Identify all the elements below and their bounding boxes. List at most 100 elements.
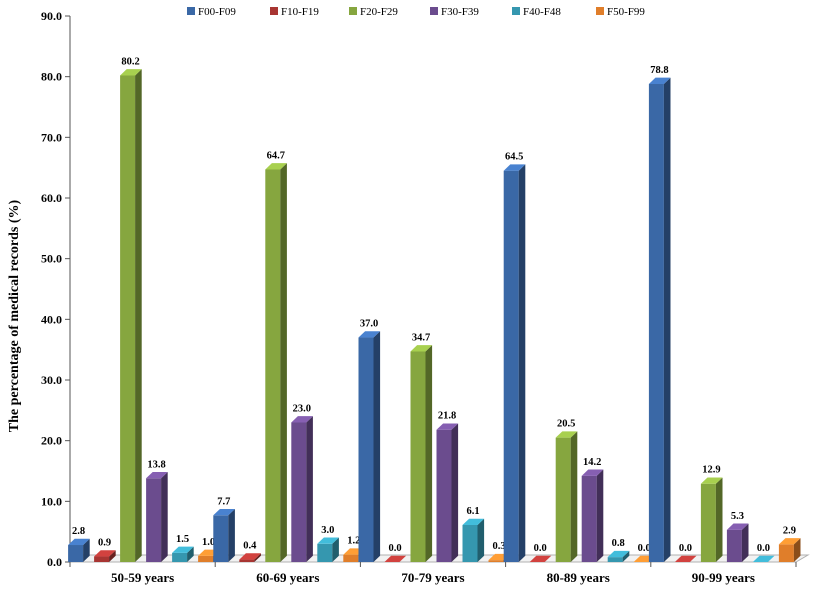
data-label: 3.0 bbox=[321, 525, 334, 536]
legend-swatch bbox=[349, 7, 357, 15]
legend-label: F20-F29 bbox=[360, 6, 398, 18]
data-label: 0.0 bbox=[534, 543, 547, 554]
data-label: 5.3 bbox=[731, 511, 744, 522]
data-label: 0.0 bbox=[757, 543, 770, 554]
data-label: 1.0 bbox=[202, 537, 215, 548]
bar-top bbox=[239, 553, 261, 560]
bar-side bbox=[663, 77, 671, 562]
bar-top bbox=[700, 477, 723, 484]
bar-F30-F39-90-99-years: 5.3 bbox=[726, 511, 749, 562]
bar-F10-F19-80-89-years: 0.0 bbox=[529, 543, 552, 563]
bar-top bbox=[503, 164, 526, 171]
bar-top bbox=[529, 555, 552, 562]
bar-F00-F09-70-79-years: 37.0 bbox=[358, 319, 381, 562]
bar-F10-F19-50-59-years: 0.9 bbox=[94, 538, 116, 562]
bar-F20-F29-80-89-years: 20.5 bbox=[555, 419, 578, 562]
bar-side bbox=[306, 416, 313, 562]
bar-front bbox=[358, 337, 374, 562]
bar-front bbox=[503, 170, 519, 562]
data-label: 0.8 bbox=[612, 538, 625, 549]
legend-item-F20-F29: F20-F29 bbox=[349, 6, 398, 18]
bar-front bbox=[410, 351, 426, 562]
data-label: 78.8 bbox=[650, 65, 668, 76]
bar-front bbox=[778, 544, 794, 562]
bar-F00-F09-90-99-years: 78.8 bbox=[648, 65, 671, 563]
data-label: 0.9 bbox=[98, 538, 111, 549]
bar-top bbox=[265, 163, 287, 170]
bar-front bbox=[555, 437, 571, 562]
bar-side bbox=[622, 550, 630, 562]
bar-top bbox=[778, 538, 801, 545]
data-label: 23.0 bbox=[293, 403, 311, 414]
data-label: 0.0 bbox=[388, 543, 401, 554]
bar-front bbox=[239, 559, 255, 562]
bar-side bbox=[280, 163, 287, 563]
y-tick-label: 80.0 bbox=[41, 70, 62, 84]
bar-F20-F29-70-79-years: 34.7 bbox=[410, 332, 433, 562]
bar-front bbox=[581, 475, 597, 562]
legend-item-F30-F39: F30-F39 bbox=[430, 6, 479, 18]
legend-item-F10-F19: F10-F19 bbox=[270, 6, 319, 18]
bar-front bbox=[607, 557, 623, 562]
bar-F10-F19-70-79-years: 0.0 bbox=[384, 543, 407, 563]
data-label: 34.7 bbox=[412, 332, 430, 343]
bar-F20-F29-50-59-years: 80.2 bbox=[120, 56, 142, 563]
bar-F50-F99-90-99-years: 2.9 bbox=[778, 525, 801, 562]
bar-front bbox=[436, 429, 452, 562]
bar-side bbox=[451, 423, 459, 562]
x-tick-label: 60-69 years bbox=[256, 570, 319, 585]
bar-side bbox=[477, 518, 485, 562]
y-tick-label: 0.0 bbox=[47, 555, 62, 569]
data-label: 13.8 bbox=[147, 459, 165, 470]
data-label: 1.2 bbox=[347, 536, 360, 547]
bar-front bbox=[146, 478, 162, 562]
bar-F00-F09-50-59-years: 2.8 bbox=[68, 526, 90, 562]
bar-side bbox=[570, 431, 578, 562]
bar-F40-F48-70-79-years: 6.1 bbox=[462, 506, 485, 562]
bar-top bbox=[436, 423, 459, 430]
bar-side bbox=[187, 546, 194, 562]
bar-front bbox=[700, 483, 716, 562]
bar-top bbox=[752, 555, 775, 562]
legend-swatch bbox=[187, 7, 195, 15]
bar-side bbox=[793, 538, 801, 562]
bar-side bbox=[373, 331, 381, 562]
bar-top bbox=[384, 555, 407, 562]
bar-top bbox=[213, 508, 235, 516]
bar-F30-F39-60-69-years: 23.0 bbox=[291, 403, 313, 562]
bar-F30-F39-80-89-years: 14.2 bbox=[581, 457, 604, 562]
bar-top bbox=[317, 537, 339, 544]
x-tick-label: 80-89 years bbox=[547, 570, 610, 585]
bar-F20-F29-60-69-years: 64.7 bbox=[265, 150, 287, 563]
y-tick-label: 40.0 bbox=[41, 312, 62, 326]
bar-side bbox=[332, 537, 339, 562]
bar-top bbox=[410, 345, 433, 352]
bar-F40-F48-60-69-years: 3.0 bbox=[317, 525, 339, 562]
y-tick-label: 20.0 bbox=[41, 434, 62, 448]
legend-swatch bbox=[512, 7, 520, 15]
x-tick-label: 70-79 years bbox=[401, 570, 464, 585]
y-tick-label: 70.0 bbox=[41, 130, 62, 144]
bar-top bbox=[581, 469, 604, 476]
bar-top bbox=[555, 431, 578, 438]
bar-side bbox=[161, 471, 168, 562]
bar-top bbox=[674, 555, 697, 562]
data-label: 0.0 bbox=[679, 543, 692, 554]
legend-label: F40-F48 bbox=[523, 6, 561, 18]
legend-label: F30-F39 bbox=[441, 6, 479, 18]
legend-label: F00-F09 bbox=[198, 6, 236, 18]
bar-F20-F29-90-99-years: 12.9 bbox=[700, 465, 723, 562]
bar-F10-F19-60-69-years: 0.4 bbox=[239, 541, 261, 562]
bar-front bbox=[94, 556, 110, 562]
x-tick-label: 50-59 years bbox=[111, 570, 174, 585]
bar-F00-F09-80-89-years: 64.5 bbox=[503, 152, 526, 562]
data-label: 0.0 bbox=[638, 543, 651, 554]
bar-side bbox=[596, 469, 604, 562]
y-tick-label: 60.0 bbox=[41, 191, 62, 205]
bar-F00-F09-60-69-years: 7.7 bbox=[213, 496, 235, 562]
data-label: 0.3 bbox=[492, 541, 505, 552]
y-tick-label: 50.0 bbox=[41, 252, 62, 266]
bar-side bbox=[254, 553, 261, 562]
data-label: 21.8 bbox=[438, 411, 456, 422]
bars: 2.8 0.9 80.2 13.8 1.5 1.0 7.7 0.4 64.7 23.0 3.0 1.2… bbox=[68, 56, 801, 563]
